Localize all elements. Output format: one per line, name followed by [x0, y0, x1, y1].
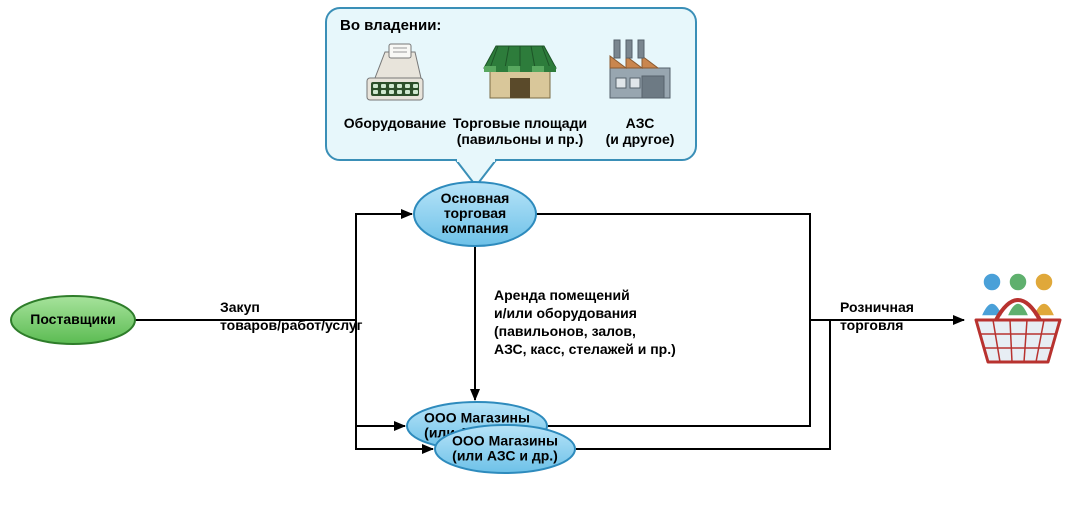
- market-icon: [484, 46, 556, 98]
- edge-label-e_sup_out: Закуптоваров/работ/услуг: [220, 299, 363, 333]
- ownership-title: Во владении:: [340, 17, 441, 34]
- callout-layer: Во владении: Оборудование Торговые площади…: [326, 8, 696, 186]
- node-label-suppliers: Поставщики: [30, 311, 116, 327]
- asset-label-equipment: Оборудование: [344, 115, 447, 131]
- edge-label-e_to_retail: Розничнаяторговля: [840, 299, 914, 333]
- icons-layer: [976, 273, 1060, 362]
- asset-label-trade_area: Торговые площади(павильоны и пр.): [453, 115, 587, 147]
- diagram-canvas: Во владении: Оборудование Торговые площади…: [0, 0, 1075, 524]
- edge-e_to_store1: [356, 320, 405, 426]
- retail-customers-icon: [976, 273, 1060, 362]
- node-label-main_co: Основнаяторговаякомпания: [441, 190, 510, 236]
- edge-label-e_main_to_stores: Аренда помещенийи/или оборудования(павил…: [494, 287, 676, 357]
- edge-e_to_main: [356, 214, 412, 320]
- node-label-store2: ООО Магазины(или АЗС и др.): [452, 432, 558, 463]
- edge-e_store2_out: [576, 320, 830, 449]
